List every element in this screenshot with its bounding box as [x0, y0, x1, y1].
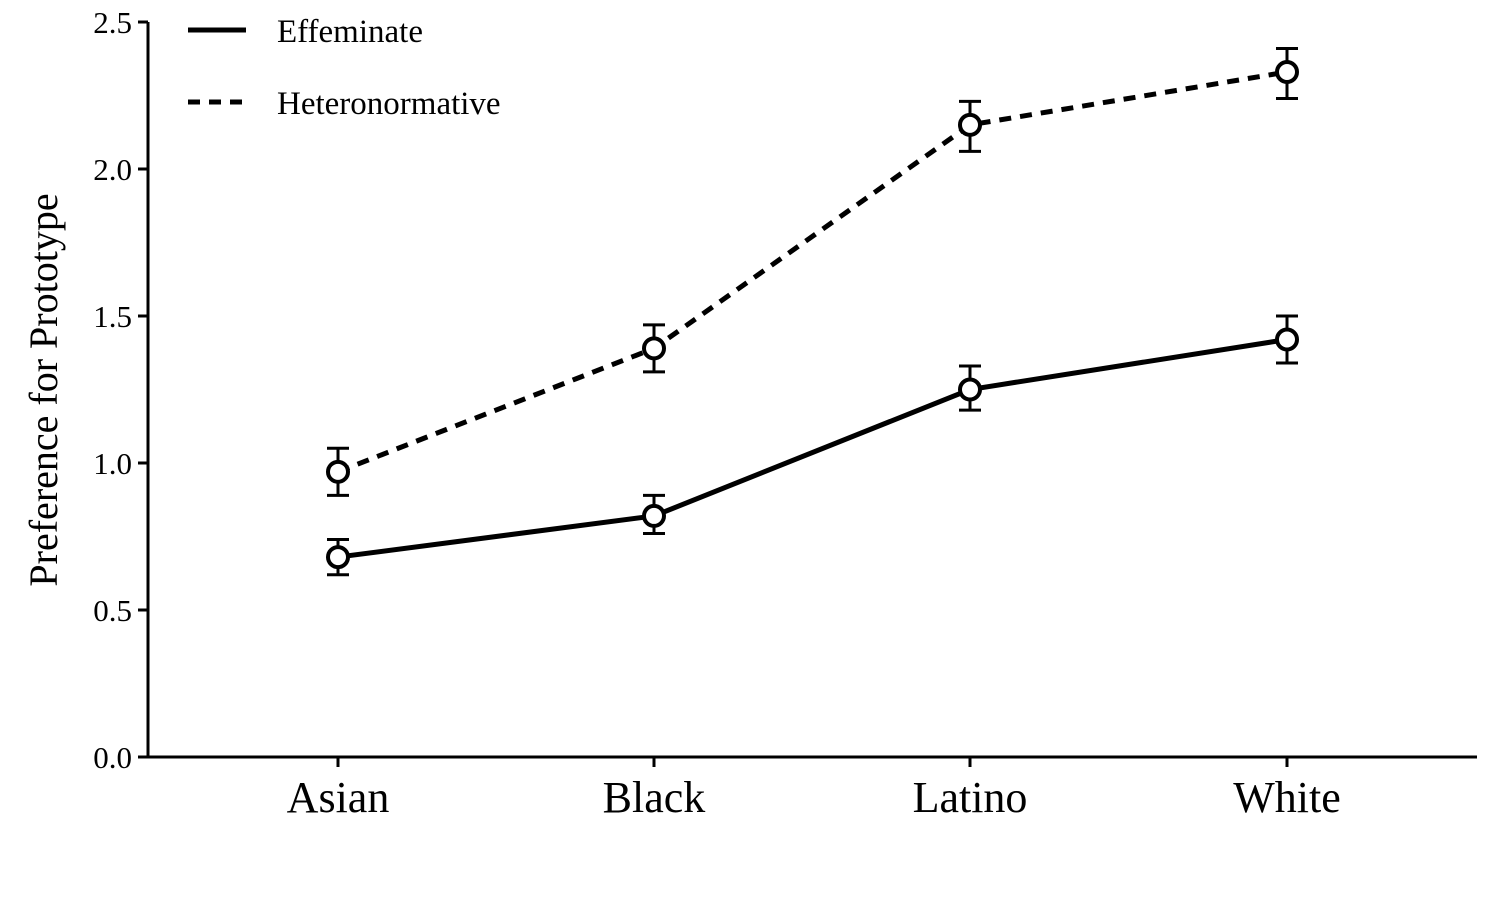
- data-point: [1275, 327, 1299, 352]
- y-axis-title: Preference for Prototype: [21, 193, 66, 586]
- axes: [146, 22, 1477, 759]
- data-point: [326, 545, 350, 570]
- y-tick-label: 0.5: [93, 593, 132, 628]
- data-point: [1275, 59, 1299, 84]
- x-tick-label: Asian: [287, 773, 390, 822]
- x-tick-label: Black: [603, 773, 706, 822]
- series-heteronormative: [326, 46, 1299, 497]
- data-point: [326, 459, 350, 484]
- series-line: [337, 69, 1288, 475]
- x-ticks: Asian Black Latino White: [287, 757, 1341, 822]
- data-point: [958, 112, 982, 137]
- y-ticks: 0.0 0.5 1.0 1.5 2.0 2.5: [93, 5, 148, 775]
- x-tick-label: White: [1233, 773, 1341, 822]
- legend: Effeminate Heteronormative: [188, 14, 501, 122]
- y-tick-label: 2.0: [93, 152, 132, 187]
- data-point: [958, 377, 982, 402]
- series-layer: [326, 46, 1299, 577]
- data-point: [642, 336, 666, 361]
- series-line: [337, 337, 1288, 560]
- legend-label: Effeminate: [277, 14, 423, 50]
- y-tick-label: 2.5: [93, 5, 132, 40]
- series-effeminate: [326, 314, 1299, 577]
- y-tick-label: 1.5: [93, 299, 132, 334]
- x-tick-label: Latino: [913, 773, 1028, 822]
- legend-label: Heteronormative: [277, 86, 501, 122]
- data-point: [642, 503, 666, 528]
- y-tick-label: 1.0: [93, 446, 132, 481]
- y-tick-label: 0.0: [93, 740, 132, 775]
